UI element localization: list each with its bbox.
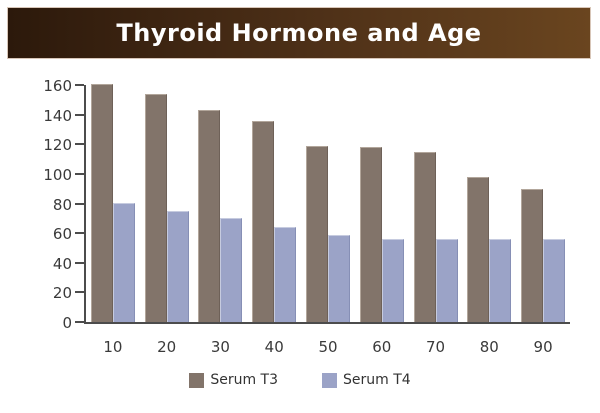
y-axis-tick	[75, 202, 84, 205]
bar-serum-t4-10	[112, 203, 135, 322]
x-axis-label: 30	[210, 338, 230, 356]
y-axis-tick	[75, 172, 84, 175]
bar-serum-t3-50	[306, 146, 328, 322]
y-axis-tick	[75, 291, 84, 294]
x-axis-label: 70	[425, 338, 446, 356]
y-axis-tick	[75, 113, 84, 116]
x-axis-label: 50	[318, 338, 338, 356]
bar-serum-t3-10	[90, 84, 113, 322]
bar-serum-t3-70	[413, 152, 436, 322]
legend-label: Serum T3	[210, 372, 278, 388]
bar-serum-t3-80	[467, 177, 490, 322]
bar-serum-t3-90	[521, 189, 544, 322]
legend-item-serum-t3: Serum T3	[189, 372, 278, 388]
chart-title-bar: Thyroid Hormone and Age	[7, 7, 591, 59]
chart-title: Thyroid Hormone and Age	[116, 19, 482, 47]
y-axis-tick	[75, 84, 84, 86]
bar-serum-t3-30	[198, 110, 221, 322]
bar-serum-t3-20	[144, 94, 167, 322]
bar-serum-t4-20	[166, 211, 189, 322]
y-axis-label: 160	[43, 77, 72, 95]
y-axis-label: 60	[52, 225, 72, 244]
bar-serum-t4-70	[435, 239, 458, 322]
legend-swatch-icon	[189, 372, 205, 388]
y-axis-label: 140	[43, 106, 72, 125]
y-axis-label: 0	[62, 314, 72, 332]
bar-serum-t3-40	[252, 121, 275, 322]
y-axis-label: 100	[43, 165, 72, 184]
y-axis-label: 20	[52, 284, 72, 303]
x-axis-label: 40	[264, 338, 284, 356]
bar-serum-t3-60	[359, 147, 382, 322]
y-axis-tick	[75, 143, 84, 146]
bar-serum-t4-30	[220, 218, 243, 322]
y-axis-tick	[75, 321, 84, 323]
legend: Serum T3 Serum T4	[0, 372, 600, 388]
bar-serum-t4-60	[381, 239, 404, 322]
bar-serum-t4-90	[543, 239, 566, 322]
x-axis-label: 90	[533, 338, 553, 356]
x-axis-label: 60	[372, 338, 392, 356]
legend-swatch-icon	[322, 372, 337, 388]
x-axis-label: 20	[157, 338, 177, 356]
x-axis-label: 80	[479, 338, 499, 356]
y-axis-label: 40	[52, 254, 72, 273]
legend-item-serum-t4: Serum T4	[322, 372, 411, 388]
y-axis-tick	[75, 261, 84, 264]
bar-serum-t4-80	[489, 239, 512, 322]
y-axis-label: 120	[43, 136, 72, 155]
y-axis-label: 80	[52, 195, 72, 214]
legend-label: Serum T4	[343, 372, 411, 388]
x-axis-label: 10	[103, 338, 123, 356]
y-axis-tick	[75, 232, 84, 235]
bar-serum-t4-50	[328, 235, 350, 322]
plot-area: 0 20 40 60 80 100 120 140 160 10 20 30 40 50 60 70 80 90	[43, 77, 570, 356]
bar-serum-t4-40	[274, 227, 297, 322]
